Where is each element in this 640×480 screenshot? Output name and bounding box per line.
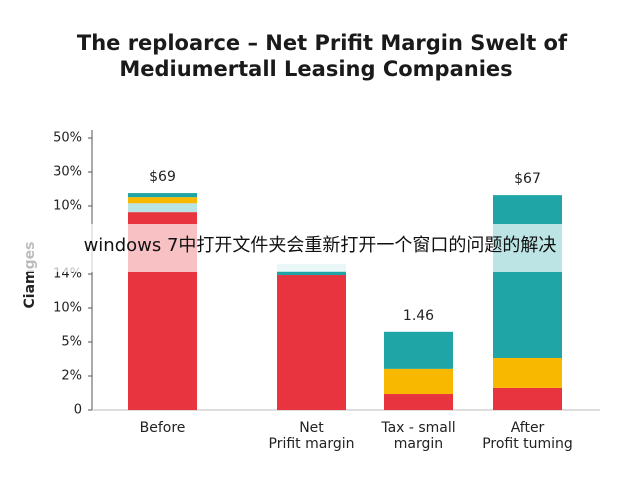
y-tick-label: 2% bbox=[61, 369, 82, 384]
bar-segment bbox=[128, 197, 197, 204]
bar-segment bbox=[128, 203, 197, 213]
bar-segment bbox=[384, 368, 453, 395]
x-tick-label: After bbox=[511, 420, 545, 436]
data-label: 1.46 bbox=[403, 308, 434, 324]
chart-title: Mediumertall Leasing Companies bbox=[119, 57, 512, 81]
x-tick-label: Profit tuming bbox=[482, 436, 573, 452]
y-tick-label: 30% bbox=[53, 165, 82, 180]
data-label: $69 bbox=[149, 169, 176, 185]
bar-segment bbox=[384, 394, 453, 410]
bar-segment bbox=[128, 193, 197, 198]
overlay-band bbox=[0, 224, 640, 272]
x-tick-label: Tax - small bbox=[380, 420, 455, 436]
x-tick-label: Net bbox=[299, 420, 324, 436]
data-label: $67 bbox=[514, 171, 541, 187]
bar-segment bbox=[277, 270, 346, 276]
x-tick-label: Prifit margin bbox=[269, 436, 355, 452]
bar-segment bbox=[493, 195, 562, 358]
bar-segment bbox=[384, 331, 453, 369]
chart-title: The reploarce – Net Prifit Margin Swelt … bbox=[77, 31, 568, 55]
bar-segment bbox=[277, 275, 346, 410]
y-tick-label: 10% bbox=[53, 301, 82, 316]
x-tick-label: Before bbox=[140, 420, 186, 436]
y-tick-label: 10% bbox=[53, 199, 82, 214]
bar-segment bbox=[493, 387, 562, 410]
y-tick-label: 5% bbox=[61, 335, 82, 350]
y-tick-label: 0 bbox=[74, 403, 82, 418]
overlay-text: windows 7中打开文件夹会重新打开一个窗口的问题的解决 bbox=[84, 235, 557, 256]
y-tick-label: 50% bbox=[53, 131, 82, 146]
x-tick-label: margin bbox=[394, 436, 443, 452]
bar-segment bbox=[493, 357, 562, 388]
